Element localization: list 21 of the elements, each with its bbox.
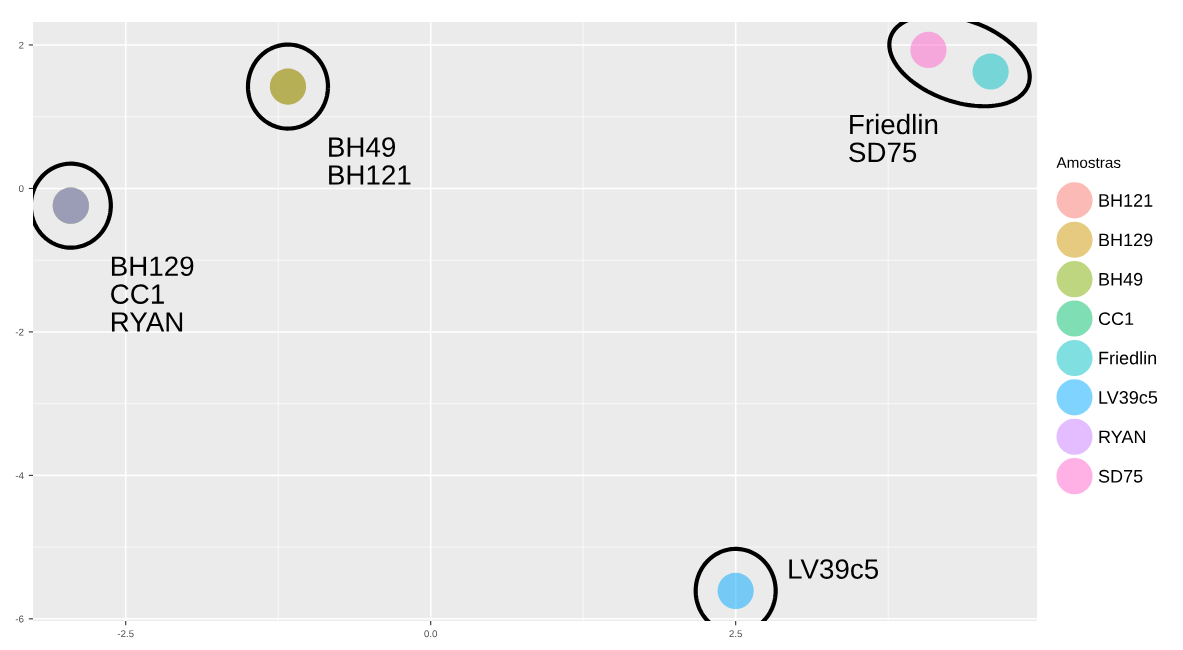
y-tick-label: 0 (18, 185, 24, 193)
legend-label: LV39c5 (1099, 391, 1158, 404)
x-tick-label: 0.0 (424, 630, 438, 638)
legend-label: Friedlin (1099, 351, 1157, 365)
y-tick-label: 2 (19, 41, 24, 49)
legend-label: BH129 (1099, 233, 1153, 247)
x-tick-label: -2.5 (117, 630, 134, 638)
x-tick-label: 2.5 (729, 630, 743, 638)
legend-label: SD75 (1098, 469, 1143, 483)
legend-label: CC1 (1098, 312, 1134, 326)
annotation: LV39c5 (789, 559, 879, 579)
y-tick-label: -4 (15, 472, 24, 479)
legend-label: RYAN (1099, 430, 1146, 444)
legend-label: BH121 (1099, 194, 1153, 207)
annotation: Friedlin SD75 (849, 113, 938, 163)
legend-title: Amostras (1056, 157, 1121, 168)
annotation: BH49 BH121 (329, 137, 411, 185)
annotation: BH129 CC1 RYAN (111, 256, 194, 332)
y-tick-label: -2 (15, 328, 24, 336)
legend-label: BH49 (1099, 272, 1143, 286)
y-tick-label: -6 (15, 615, 24, 623)
